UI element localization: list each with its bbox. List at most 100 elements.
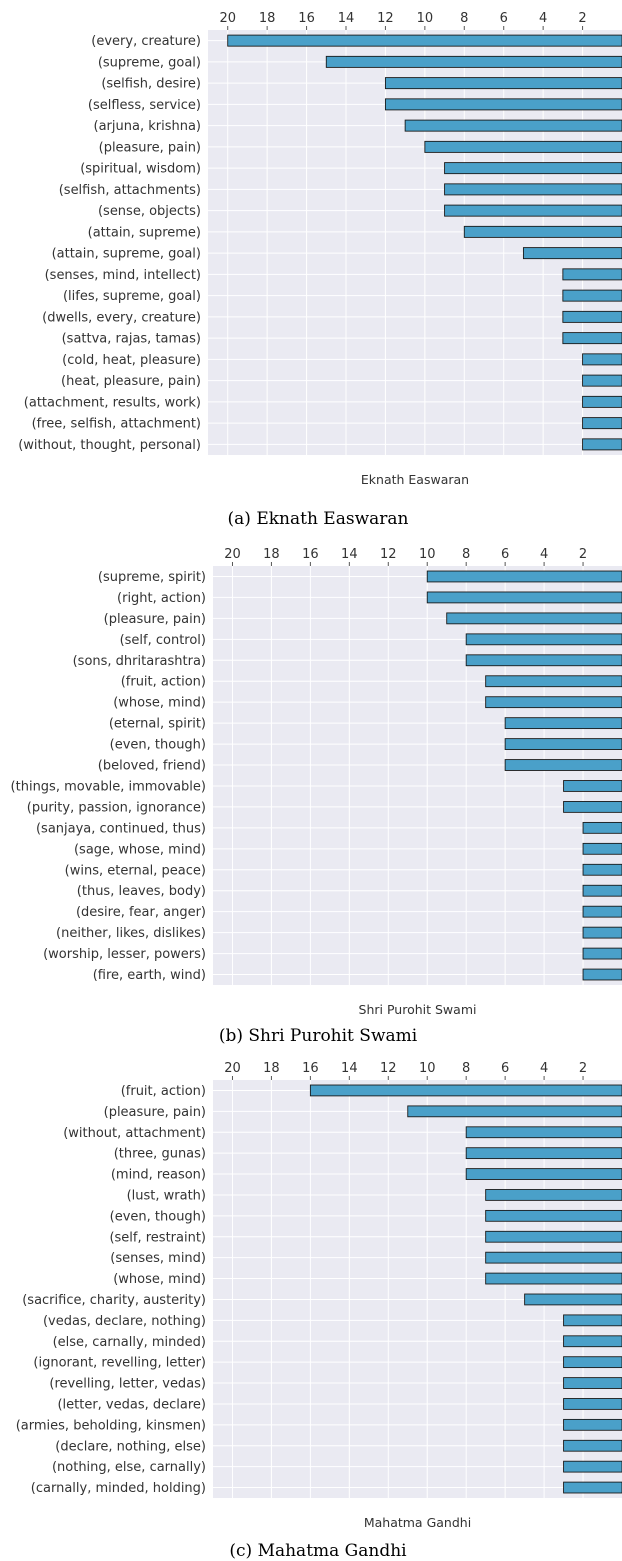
category-label: (fruit, action): [121, 1084, 206, 1099]
bar: [465, 1168, 622, 1180]
category-label: (fire, earth, wind): [93, 968, 206, 983]
category-label: (letter, vedas, declare): [57, 1397, 206, 1412]
x-tick-label: 4: [539, 11, 547, 26]
bar: [444, 204, 622, 217]
category-label: (else, carnally, minded): [53, 1335, 206, 1350]
category-label: (pleasure, pain): [104, 612, 206, 627]
x-tick-label: 14: [341, 1061, 358, 1076]
bar: [562, 332, 622, 345]
bar: [407, 1105, 622, 1118]
bar: [485, 696, 622, 709]
category-label: (sense, objects): [98, 204, 201, 219]
bar: [424, 140, 622, 153]
category-label: (even, though): [110, 738, 206, 753]
category-label: (whose, mind): [113, 1272, 206, 1287]
x-tick-label: 14: [338, 11, 355, 26]
category-label: (purity, passion, ignorance): [27, 800, 206, 815]
bar: [562, 310, 622, 323]
category-label: (revelling, letter, vedas): [49, 1377, 206, 1392]
bar: [485, 1209, 622, 1222]
bar: [227, 34, 622, 47]
bar: [485, 1230, 622, 1243]
x-tick-label: 20: [219, 11, 236, 26]
category-label: (ignorant, revelling, letter): [33, 1356, 206, 1371]
x-tick-label: 12: [380, 1061, 397, 1076]
subfigure-caption: (a) Eknath Easwaran: [228, 509, 409, 529]
x-tick-label: 10: [419, 1061, 436, 1076]
category-label: (lust, wrath): [127, 1188, 206, 1203]
bar: [563, 1398, 622, 1410]
category-label: (heat, pleasure, pain): [61, 374, 201, 389]
bar: [504, 759, 622, 771]
x-tick-label: 16: [302, 547, 319, 562]
category-label: (nothing, else, carnally): [52, 1460, 206, 1475]
x-tick-label: 8: [462, 1061, 470, 1076]
bar: [563, 1439, 622, 1452]
x-tick-label: 16: [298, 11, 315, 26]
x-tick-label: 16: [302, 1061, 319, 1076]
x-tick-label: 2: [579, 1061, 587, 1076]
x-tick-label: 12: [380, 547, 397, 562]
category-label: (self, control): [120, 633, 206, 648]
bar: [582, 395, 622, 408]
category-label: (senses, mind, intellect): [45, 268, 201, 283]
category-label: (neither, likes, dislikes): [56, 926, 206, 941]
category-label: (supreme, spirit): [98, 570, 206, 585]
bar: [485, 675, 622, 688]
bar: [524, 1293, 622, 1306]
bar: [582, 968, 622, 981]
bar: [563, 1356, 622, 1369]
bar: [444, 183, 622, 196]
category-label: (dwells, every, creature): [42, 310, 201, 325]
bar: [562, 289, 622, 302]
category-label: (without, attachment): [63, 1126, 206, 1141]
category-label: (vedas, declare, nothing): [43, 1314, 206, 1329]
x-tick-label: 6: [501, 1061, 509, 1076]
plot-background: [208, 30, 622, 455]
bar: [582, 842, 622, 855]
chart-panel-3: 20 18 16 14 12 10 8 6 4 2 (fruit, action) (pleasure…: [16, 1061, 622, 1561]
category-label: (attain, supreme, goal): [52, 247, 201, 262]
chart-panel-2: 20 18 16 14 12 10 8 6 4 2 (supreme, spirit) (right,…: [11, 547, 622, 1046]
plot-background: [213, 1080, 622, 1498]
subfigure-caption: (b) Shri Purohit Swami: [219, 1026, 418, 1046]
category-label: (self, restraint): [109, 1230, 206, 1245]
bar: [582, 863, 622, 876]
x-tick-label: 4: [540, 547, 548, 562]
x-axis-label: Mahatma Gandhi: [364, 1515, 471, 1530]
bar: [465, 654, 622, 667]
category-label: (beloved, friend): [98, 759, 206, 774]
x-tick-label: 4: [540, 1061, 548, 1076]
bar: [582, 884, 622, 897]
bar: [582, 947, 622, 960]
bar: [563, 1377, 622, 1389]
bar: [563, 1335, 622, 1348]
x-tick-label: 18: [259, 11, 276, 26]
bar: [309, 1084, 622, 1097]
category-label: (selfish, attachments): [59, 183, 201, 198]
category-label: (things, movable, immovable): [11, 779, 206, 794]
category-label: (right, action): [117, 591, 206, 606]
category-label: (three, gunas): [114, 1147, 206, 1162]
category-label: (armies, beholding, kinsmen): [16, 1418, 206, 1433]
subfigure-caption: (c) Mahatma Gandhi: [229, 1541, 407, 1561]
category-label: (sacrifice, charity, austerity): [22, 1293, 206, 1308]
category-label: (spiritual, wisdom): [80, 162, 201, 177]
category-label: (supreme, goal): [98, 55, 201, 70]
category-label: (attain, supreme): [88, 225, 201, 240]
category-label: (eternal, spirit): [109, 717, 206, 732]
category-label: (cold, heat, pleasure): [62, 353, 201, 368]
category-label: (free, selfish, attachment): [32, 417, 201, 432]
category-label: (even, though): [110, 1209, 206, 1224]
category-label: (senses, mind): [110, 1251, 206, 1266]
bar: [463, 225, 622, 238]
bar: [465, 1126, 622, 1139]
bar: [504, 717, 622, 730]
x-tick-label: 6: [501, 547, 509, 562]
bar: [426, 570, 622, 583]
category-label: (sage, whose, mind): [74, 842, 206, 857]
category-label: (every, creature): [91, 34, 201, 49]
category-label: (fruit, action): [121, 675, 206, 690]
x-tick-label: 8: [460, 11, 468, 26]
